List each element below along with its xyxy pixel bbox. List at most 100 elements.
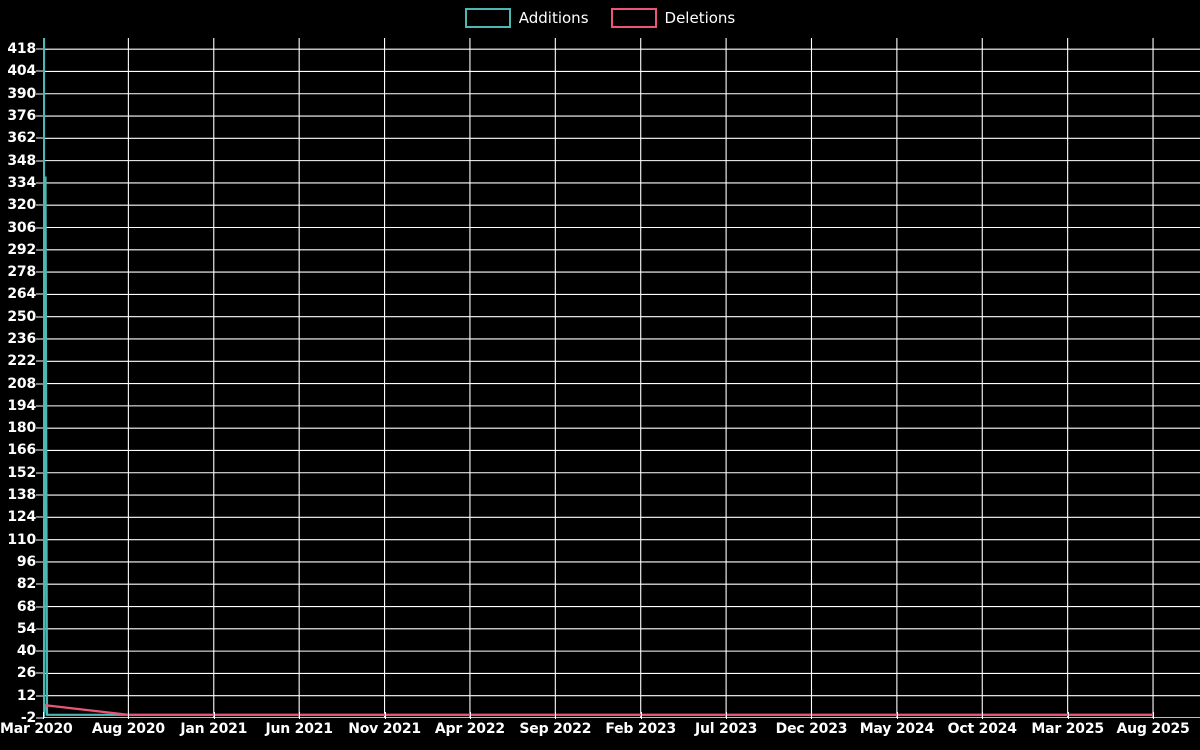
y-tick-mark	[36, 606, 43, 608]
y-tick-mark	[36, 695, 43, 697]
y-tick-mark	[36, 293, 43, 295]
x-tick-mark	[640, 712, 642, 719]
y-tick-label: 320	[7, 197, 36, 214]
y-tick-mark	[36, 70, 43, 72]
y-tick-label: 152	[7, 464, 36, 481]
x-tick-label: Jun 2021	[265, 721, 333, 737]
y-tick-mark	[36, 48, 43, 50]
y-tick-label: 236	[7, 330, 36, 347]
y-tick-label: 12	[16, 687, 36, 704]
x-tick-label: Aug 2020	[91, 721, 165, 737]
y-tick-label: 362	[7, 130, 36, 147]
y-tick-label: 390	[7, 85, 36, 102]
y-tick-mark	[36, 316, 43, 318]
y-tick-mark	[36, 672, 43, 674]
y-tick-mark	[36, 160, 43, 162]
y-tick-label: 376	[7, 108, 36, 125]
y-tick-mark	[36, 115, 43, 117]
x-tick-mark	[811, 712, 813, 719]
legend-label-deletions: Deletions	[664, 8, 736, 27]
y-tick-label: 264	[7, 286, 36, 303]
x-tick-label: Dec 2023	[775, 721, 848, 737]
y-tick-label: 250	[7, 308, 36, 325]
y-tick-label: -2	[20, 710, 36, 726]
x-tick-mark	[982, 712, 984, 719]
y-tick-mark	[36, 628, 43, 630]
plot-svg	[43, 38, 1200, 718]
y-tick-label: 278	[7, 264, 36, 281]
y-tick-label: 68	[16, 598, 36, 615]
x-tick-mark	[128, 712, 130, 719]
x-tick-label: Feb 2023	[605, 721, 677, 737]
y-tick-label: 348	[7, 152, 36, 169]
y-tick-mark	[36, 204, 43, 206]
axis-spines	[43, 38, 1200, 718]
y-tick-label: 40	[16, 643, 36, 660]
legend-entry-deletions[interactable]: Deletions	[610, 8, 736, 28]
y-tick-mark	[36, 427, 43, 429]
x-tick-label: Jan 2021	[180, 721, 248, 737]
y-tick-mark	[36, 449, 43, 451]
y-tick-mark	[36, 472, 43, 474]
y-tick-mark	[36, 383, 43, 385]
x-tick-mark	[213, 712, 215, 719]
plot-canvas	[43, 38, 1200, 718]
y-tick-label: 194	[7, 397, 36, 414]
legend-label-additions: Additions	[518, 8, 589, 27]
series-lines	[44, 177, 1153, 715]
x-tick-label: May 2024	[859, 721, 935, 737]
y-tick-label: 124	[7, 509, 36, 526]
x-tick-label: Sep 2022	[519, 721, 592, 737]
x-tick-mark	[384, 712, 386, 719]
x-tick-mark	[1153, 712, 1155, 719]
y-tick-label: 110	[7, 531, 36, 548]
legend-swatch-icon-deletions	[610, 8, 657, 28]
plot-area	[43, 38, 1200, 718]
x-tick-label: Apr 2022	[434, 721, 505, 737]
x-tick-mark	[299, 712, 301, 719]
y-tick-mark	[36, 516, 43, 518]
x-tick-label: Mar 2020	[0, 721, 73, 737]
y-tick-mark	[36, 650, 43, 652]
y-tick-mark	[36, 717, 43, 719]
y-tick-mark	[36, 561, 43, 563]
y-tick-label: 96	[16, 553, 36, 570]
x-tick-label: Oct 2024	[947, 721, 1017, 737]
y-tick-label: 180	[7, 420, 36, 437]
x-tick-label: Mar 2025	[1031, 721, 1104, 737]
x-tick-label: Jul 2023	[694, 721, 758, 737]
y-tick-mark	[36, 338, 43, 340]
y-axis: -2 12 26 40 54 68 82 96 110 124 138 152 166 180 194 208…	[0, 0, 43, 750]
legend-entry-additions[interactable]: Additions	[464, 8, 589, 28]
series-line-additions	[44, 177, 1153, 715]
y-tick-label: 138	[7, 487, 36, 504]
grid-horizontal-lines	[43, 49, 1200, 718]
y-tick-label: 82	[16, 576, 36, 593]
y-tick-mark	[36, 182, 43, 184]
legend-swatch-icon-additions	[464, 8, 511, 28]
y-tick-label: 306	[7, 219, 36, 236]
x-tick-mark	[43, 712, 44, 719]
y-tick-label: 208	[7, 375, 36, 392]
x-tick-mark	[1067, 712, 1069, 719]
y-tick-label: 54	[16, 620, 36, 637]
y-tick-label: 418	[7, 41, 36, 58]
x-tick-mark	[726, 712, 728, 719]
y-tick-label: 292	[7, 241, 36, 258]
y-tick-label: 26	[16, 665, 36, 682]
y-tick-mark	[36, 583, 43, 585]
y-tick-mark	[36, 360, 43, 362]
y-tick-label: 404	[7, 63, 36, 80]
y-tick-mark	[36, 539, 43, 541]
series-line-deletions	[44, 705, 1153, 715]
y-tick-mark	[36, 93, 43, 95]
grid-vertical-lines	[43, 38, 1153, 718]
y-tick-mark	[36, 227, 43, 228]
y-tick-label: 334	[7, 174, 36, 191]
chart-legend: Additions Deletions	[0, 0, 1200, 36]
x-tick-label: Nov 2021	[348, 721, 421, 737]
y-tick-label: 222	[7, 353, 36, 370]
x-tick-mark	[469, 712, 471, 719]
y-tick-mark	[36, 249, 43, 251]
